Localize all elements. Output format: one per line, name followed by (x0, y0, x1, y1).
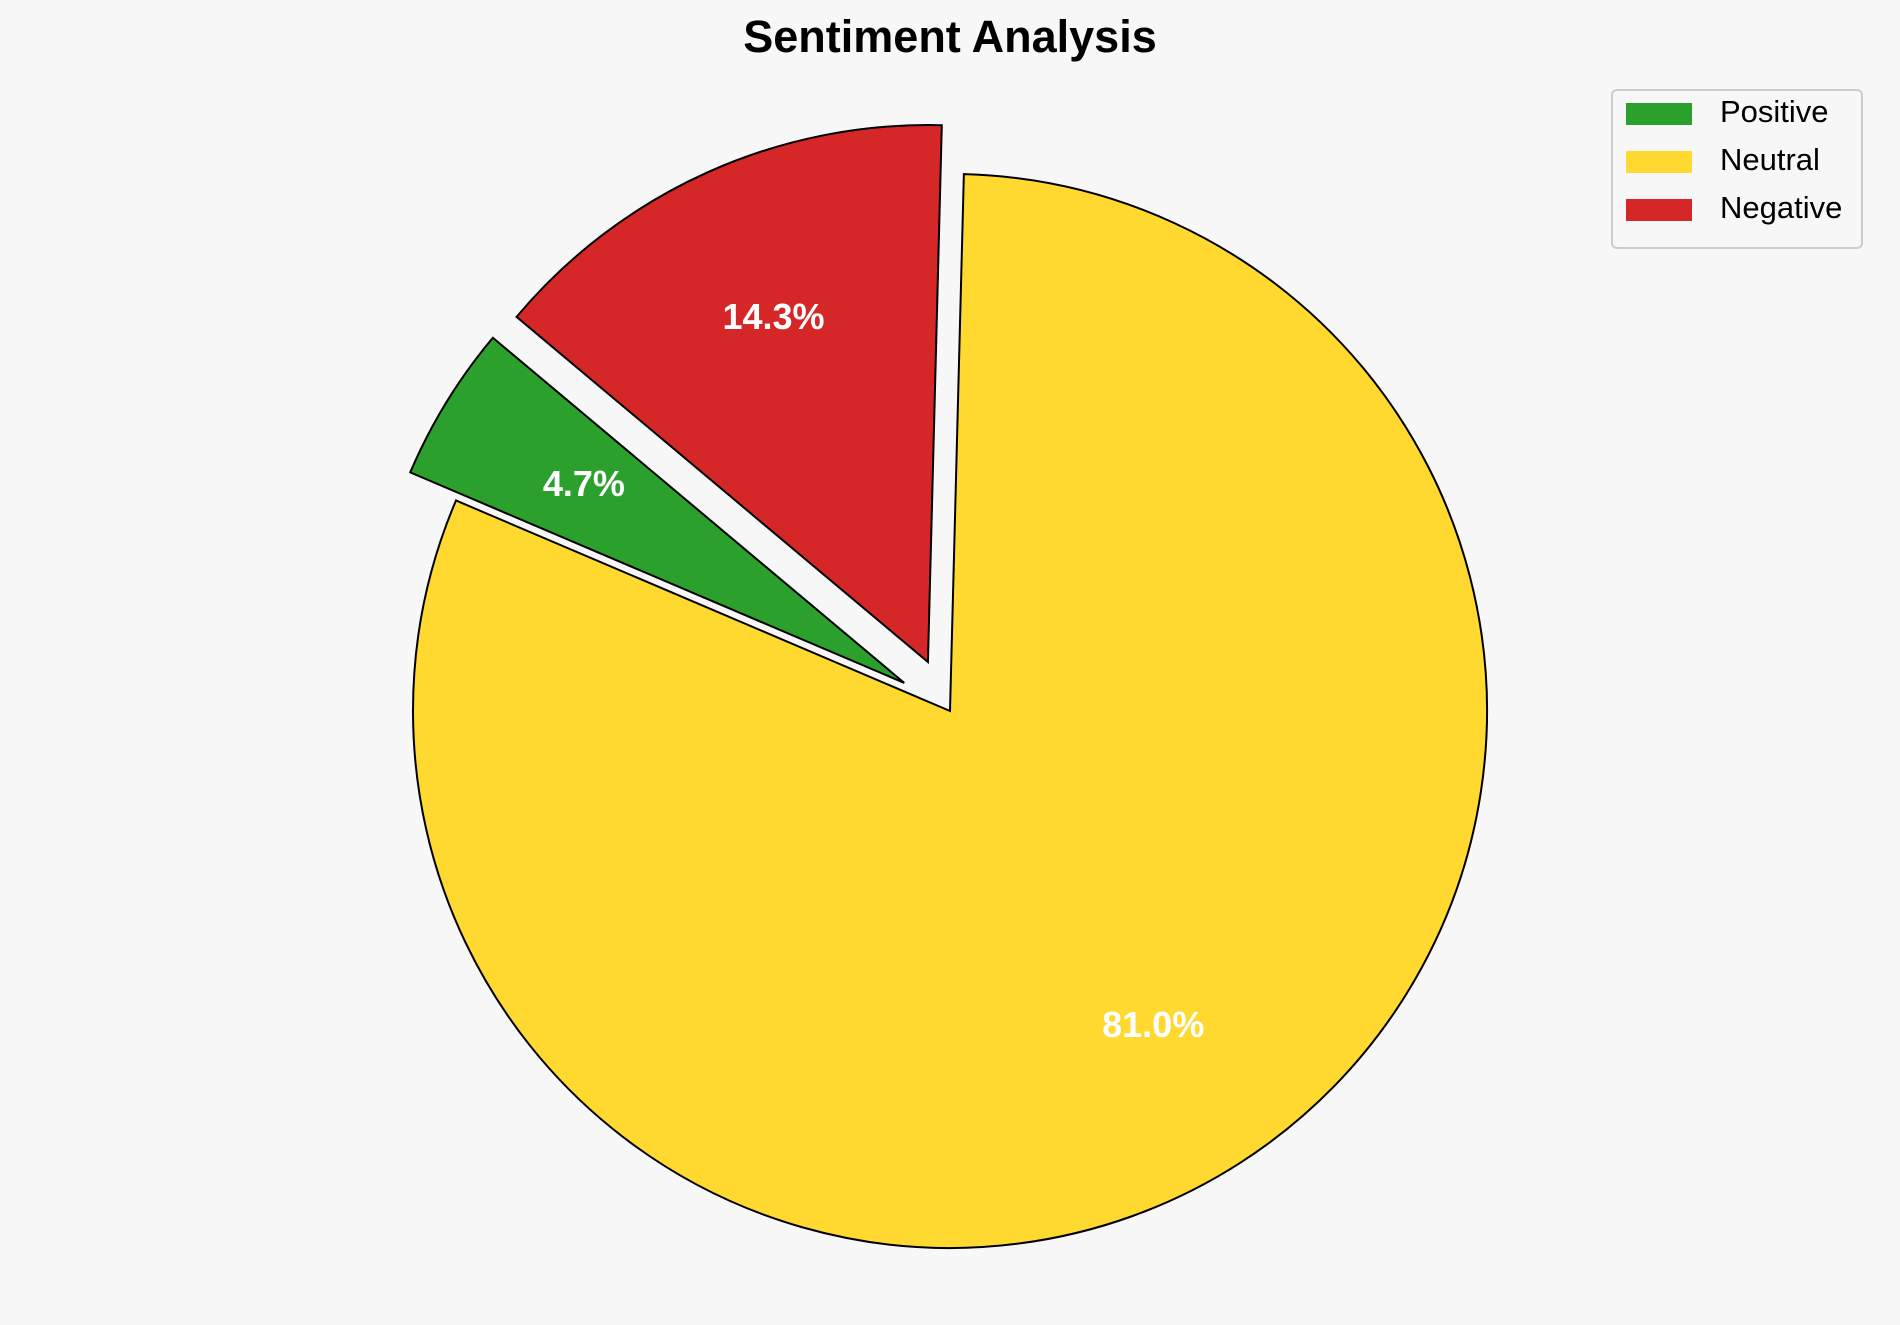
legend-swatch (1626, 199, 1692, 221)
pie-slice (412, 173, 1488, 1249)
legend-swatch (1626, 151, 1692, 173)
legend-label: Positive (1720, 94, 1829, 129)
legend-label: Neutral (1720, 142, 1820, 177)
value-label: 81.0% (1102, 1004, 1204, 1045)
chart-title: Sentiment Analysis (743, 11, 1156, 62)
legend-swatch (1626, 103, 1692, 125)
value-label: 14.3% (722, 296, 824, 337)
value-label: 4.7% (543, 463, 625, 504)
pie-slice (515, 124, 943, 665)
pie-slice (408, 336, 905, 684)
legend-label: Negative (1720, 190, 1842, 225)
